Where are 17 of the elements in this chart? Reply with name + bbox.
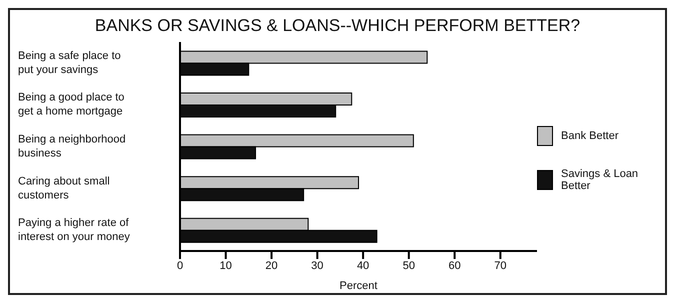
- x-tick-label: 70: [494, 260, 507, 272]
- y-tick-label: Being a neighborhood business: [18, 133, 126, 160]
- x-tick-label: 0: [176, 260, 184, 272]
- y-tick-label: Caring about small customers: [18, 175, 110, 202]
- x-tick-label: 60: [448, 260, 461, 272]
- x-tick-label: 50: [402, 260, 415, 272]
- y-tick-label: Being a safe place to put your savings: [18, 50, 121, 76]
- x-axis-title: Percent: [340, 280, 378, 292]
- y-tick-label: Paying a higher rate of interest on your money: [18, 217, 130, 244]
- x-tick-label: 30: [311, 260, 324, 272]
- x-tick-label: 40: [356, 260, 370, 272]
- x-tick-label: 10: [220, 260, 232, 272]
- legend-label: Savings & Loan Better: [561, 168, 640, 192]
- legend-label: Bank Better: [561, 130, 618, 142]
- chart-title: BANKS OR SAVINGS & LOANS--WHICH PERFORM BETTER?: [94, 15, 582, 37]
- x-tick-label: 20: [265, 260, 278, 272]
- y-tick-label: Being a good place to get a home mortgage: [18, 92, 124, 118]
